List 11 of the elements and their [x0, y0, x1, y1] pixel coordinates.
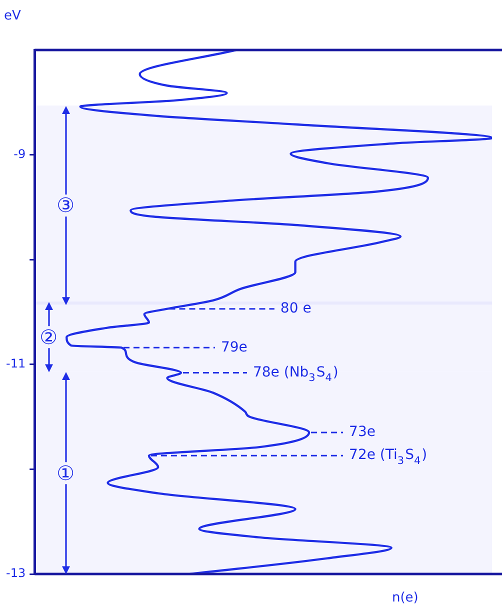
ref-line-label: 79e — [220, 339, 248, 356]
y-tick-label: -11 — [6, 356, 26, 371]
band-label: ③ — [56, 193, 76, 218]
y-tick-label: -13 — [6, 566, 26, 580]
y-tick-label: -9 — [14, 146, 26, 161]
band-label: ① — [56, 460, 76, 485]
y-axis-title: eV — [4, 8, 21, 24]
ref-line-label: 80 e — [280, 300, 312, 316]
x-axis-title: n(e) — [392, 590, 418, 606]
band-label: ② — [38, 324, 59, 349]
ref-line-label: 73e — [349, 424, 376, 440]
